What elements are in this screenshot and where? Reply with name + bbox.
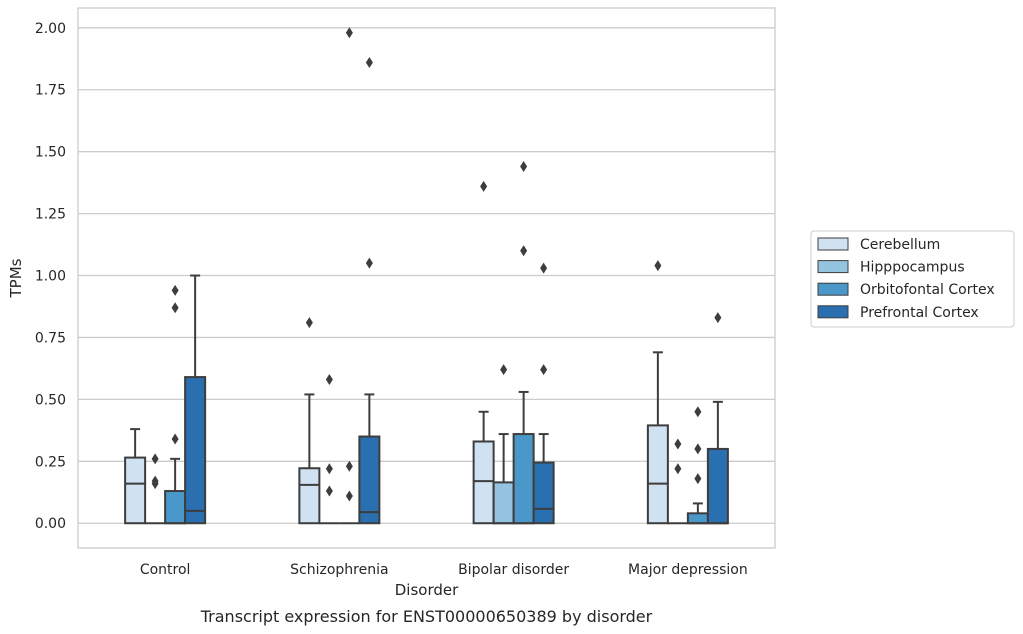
y-tick-label: 0.75 (35, 330, 66, 346)
legend-label: Hipppocampus (860, 260, 965, 276)
box-1-3 (667, 438, 688, 525)
y-tick-label: 1.25 (35, 207, 66, 223)
y-tick-label: 1.75 (35, 83, 66, 99)
y-tick-label: 2.00 (35, 21, 66, 37)
y-tick-label: 0.50 (35, 392, 66, 408)
box-0-1 (298, 317, 321, 525)
outlier-point (325, 463, 333, 475)
outlier-point (520, 161, 528, 173)
box-body (646, 424, 669, 525)
box-body (512, 433, 535, 525)
box-2-1 (339, 27, 360, 525)
box-3-2 (532, 262, 555, 525)
box-2-3 (686, 406, 709, 525)
outlier-point (305, 317, 313, 329)
legend-label: Prefrontal Cortex (860, 305, 979, 321)
outlier-point (520, 245, 528, 257)
chart-caption: Transcript expression for ENST0000065038… (200, 607, 653, 626)
x-tick-label: Bipolar disorder (458, 562, 569, 578)
outlier-point (500, 364, 508, 376)
outlier-point (674, 438, 682, 450)
box-body (298, 467, 321, 525)
outlier-point (171, 302, 179, 314)
outlier-point (540, 262, 548, 274)
box-0-2 (472, 180, 495, 525)
outlier-point (694, 473, 702, 485)
box-body (358, 435, 381, 525)
box-body (686, 512, 709, 525)
legend-swatch (817, 305, 849, 319)
box-body (164, 490, 187, 525)
x-axis-ticks: Control Schizophrenia Bipolar disorder Majo… (140, 562, 748, 578)
box-body (124, 456, 147, 525)
box-1-2 (492, 364, 515, 525)
legend-swatch (817, 260, 849, 274)
y-tick-label: 0.00 (35, 516, 66, 532)
box-0-3 (646, 260, 669, 525)
outlier-point (714, 312, 722, 324)
outlier-point (365, 257, 373, 269)
outlier-point (171, 284, 179, 296)
outlier-point (171, 433, 179, 445)
outlier-point (694, 443, 702, 455)
legend-label: Cerebellum (860, 237, 940, 253)
plot-area-frame (77, 7, 776, 549)
y-tick-label: 1.50 (35, 145, 66, 161)
box-3-3 (706, 312, 729, 525)
box-3-0 (184, 274, 207, 525)
outlier-point (151, 478, 159, 490)
y-axis-ticks: 0.00 0.25 0.50 0.75 1.00 1.25 1.50 1.75 2.00 (35, 21, 66, 532)
gridlines (78, 27, 775, 524)
outlier-point (654, 260, 662, 272)
y-tick-label: 1.00 (35, 269, 66, 285)
legend-swatch (817, 237, 849, 251)
x-tick-label: Major depression (628, 562, 748, 578)
outlier-point (345, 27, 353, 39)
outlier-point (325, 485, 333, 497)
legend-label: Orbitofontal Cortex (860, 282, 995, 298)
box-body (184, 376, 207, 525)
outlier-point (480, 180, 488, 192)
outlier-point (540, 364, 548, 376)
legend: Cerebellum Hipppocampus Orbitofontal Corte… (810, 230, 1015, 328)
box-0-0 (124, 428, 147, 525)
x-axis-title: Disorder (395, 581, 459, 599)
legend-frame (810, 230, 1015, 328)
outlier-point (674, 463, 682, 475)
box-layer (124, 27, 729, 525)
outlier-point (365, 56, 373, 68)
outlier-point (325, 374, 333, 386)
box-body (532, 461, 555, 525)
outlier-point (694, 406, 702, 418)
x-tick-label: Control (140, 562, 191, 578)
legend-swatch (817, 282, 849, 296)
outlier-point (345, 460, 353, 472)
box-1-0 (145, 453, 166, 525)
y-axis-title: TPMs (7, 258, 25, 298)
box-2-2 (512, 161, 535, 525)
box-body (492, 481, 515, 525)
box-1-1 (319, 374, 340, 525)
box-body (706, 447, 729, 525)
box-body (472, 440, 495, 525)
y-tick-label: 0.25 (35, 454, 66, 470)
outlier-point (151, 453, 159, 465)
outlier-point (345, 490, 353, 502)
box-2-0 (164, 284, 187, 525)
x-tick-label: Schizophrenia (290, 562, 388, 578)
box-3-1 (358, 56, 381, 525)
